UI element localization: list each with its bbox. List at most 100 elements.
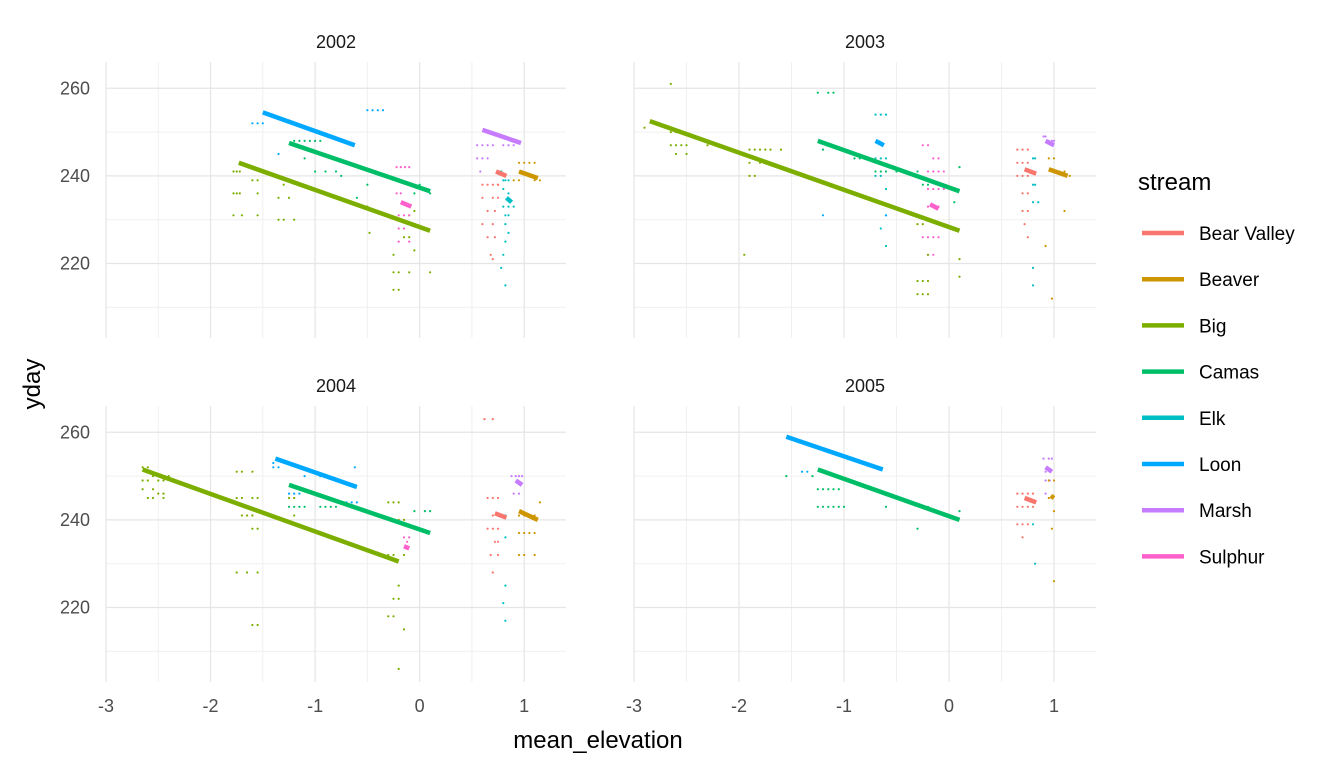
data-point-big — [779, 148, 783, 151]
data-point-camas — [821, 148, 825, 151]
data-point-big — [141, 466, 144, 469]
trend-line-camas — [288, 140, 431, 194]
data-point-loon — [287, 492, 291, 495]
legend-label: Bear Valley — [1199, 224, 1295, 245]
data-point-camas — [832, 505, 835, 508]
data-point-big — [685, 152, 688, 156]
data-point-elk — [884, 187, 888, 191]
data-point-sulphur — [408, 240, 411, 243]
data-point-bear-valley — [1016, 148, 1019, 151]
data-point-marsh — [507, 144, 510, 147]
data-point-big — [669, 144, 672, 147]
data-point-sulphur — [932, 236, 935, 239]
data-point-big — [251, 623, 254, 627]
data-point-sulphur — [397, 227, 400, 230]
data-point-sulphur — [937, 157, 940, 160]
data-point-marsh — [479, 170, 482, 173]
data-point-bear-valley — [489, 553, 492, 557]
data-point-elk — [1034, 562, 1037, 565]
data-point-sulphur — [408, 536, 411, 539]
data-point-elk — [512, 205, 515, 208]
trend-line-bear-valley — [494, 511, 508, 520]
data-point-camas — [413, 510, 416, 513]
data-point-big — [402, 628, 406, 631]
data-point-bear-valley — [483, 418, 486, 421]
data-point-marsh — [1047, 457, 1050, 460]
data-point-beaver — [533, 161, 536, 164]
data-point-camas — [837, 488, 840, 491]
data-point-big — [251, 514, 254, 517]
data-point-bear-valley — [1016, 523, 1019, 526]
data-point-camas — [314, 139, 317, 142]
data-point-camas — [832, 488, 835, 491]
trend-line-beaver — [1048, 167, 1069, 179]
data-point-elk — [507, 231, 510, 234]
data-point-big — [287, 196, 291, 199]
data-point-camas — [884, 505, 888, 508]
data-point-bear-valley — [1026, 161, 1029, 164]
data-point-big — [256, 192, 259, 195]
data-point-big — [151, 496, 155, 500]
data-point-bear-valley — [496, 553, 500, 557]
data-point-bear-valley — [1023, 223, 1026, 226]
data-point-bear-valley — [1026, 236, 1029, 239]
data-point-marsh — [1044, 479, 1047, 482]
data-point-sulphur — [402, 227, 406, 230]
data-point-big — [397, 501, 400, 504]
x-tick-label: -1 — [836, 696, 852, 716]
data-point-elk — [504, 584, 507, 587]
data-point-bear-valley — [496, 540, 500, 543]
legend-item-marsh: Marsh — [1142, 501, 1252, 522]
data-point-big — [293, 218, 296, 221]
trend-line-beaver — [518, 509, 539, 522]
data-point-bear-valley — [1016, 174, 1019, 177]
legend-item-beaver: Beaver — [1142, 270, 1260, 291]
trend-line-sulphur — [929, 202, 940, 211]
data-point-elk — [1031, 266, 1035, 269]
data-point-big — [669, 82, 672, 85]
data-point-big — [392, 253, 395, 256]
data-point-loon — [298, 492, 301, 495]
data-point-marsh — [481, 157, 484, 160]
data-point-loon — [821, 214, 825, 217]
data-point-big — [402, 518, 406, 522]
data-point-camas — [916, 527, 919, 530]
y-tick-label: 220 — [60, 254, 90, 274]
data-point-big — [685, 144, 688, 147]
data-point-big — [392, 288, 395, 291]
data-point-big — [674, 144, 678, 147]
data-point-camas — [329, 505, 332, 508]
x-tick-label: -2 — [203, 696, 219, 716]
data-point-bear-valley — [1031, 492, 1035, 495]
data-point-sulphur — [399, 192, 402, 195]
trend-line-bear-valley — [1023, 495, 1037, 505]
data-point-beaver — [512, 179, 515, 182]
data-point-beaver — [1047, 479, 1050, 482]
data-point-elk — [879, 227, 882, 230]
panel-2003: 2003 — [633, 32, 1096, 338]
data-point-loon — [303, 475, 306, 478]
data-point-camas — [324, 505, 327, 508]
data-point-camas — [429, 192, 432, 195]
data-point-sulphur — [926, 236, 930, 239]
data-point-big — [916, 293, 919, 296]
data-point-big — [413, 209, 416, 213]
trend-line-marsh — [481, 127, 522, 146]
data-point-bear-valley — [1026, 148, 1029, 151]
data-point-elk — [879, 157, 882, 160]
data-point-big — [162, 496, 165, 500]
data-point-big — [392, 501, 395, 504]
panels-layer: 2002 2003 2004 2005 — [105, 32, 1096, 682]
trend-line-bear-valley — [1023, 167, 1037, 176]
data-point-big — [958, 275, 961, 278]
data-point-camas — [785, 475, 788, 478]
data-point-big — [743, 253, 746, 256]
data-point-bear-valley — [496, 183, 500, 186]
data-point-camas — [816, 91, 819, 94]
data-point-elk — [504, 240, 507, 243]
data-point-big — [240, 514, 243, 517]
data-point-bear-valley — [481, 183, 484, 186]
trend-line-marsh — [1044, 138, 1056, 148]
data-point-bear-valley — [1026, 209, 1029, 213]
